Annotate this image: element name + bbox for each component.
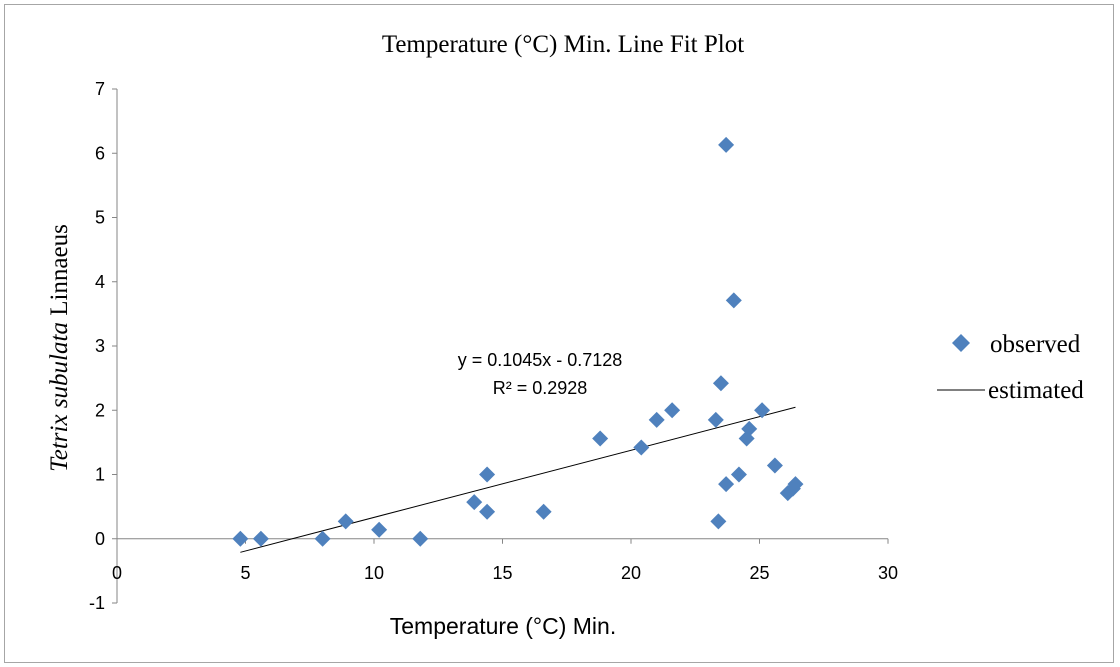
x-tick-label: 10 xyxy=(364,563,384,583)
x-axis-label: Temperature (°C) Min. xyxy=(390,613,616,639)
legend: observed estimated xyxy=(937,331,1084,404)
legend-estimated-label: estimated xyxy=(988,377,1084,404)
y-axis-label-italic: Tetrix subulata xyxy=(46,322,73,472)
data-point xyxy=(725,292,742,309)
data-point xyxy=(741,420,758,437)
trendline xyxy=(240,406,796,553)
y-axis-label: Tetrix subulata Linnaeus xyxy=(46,224,73,472)
r-squared-annotation: R² = 0.2928 xyxy=(493,378,588,398)
data-point xyxy=(412,530,429,547)
x-tick-label: 0 xyxy=(112,563,122,583)
x-tick-label: 15 xyxy=(492,563,512,583)
data-point xyxy=(730,466,747,483)
chart-frame xyxy=(4,4,1114,663)
data-point xyxy=(707,411,724,428)
y-tick-label: 7 xyxy=(95,79,105,99)
equation-annotation: y = 0.1045x - 0.7128 xyxy=(458,350,623,370)
x-tick-label: 30 xyxy=(878,563,898,583)
data-point xyxy=(754,402,771,419)
data-point xyxy=(535,503,552,520)
data-point xyxy=(787,476,804,493)
data-point xyxy=(664,402,681,419)
axes xyxy=(112,88,889,604)
y-tick-label: 3 xyxy=(95,336,105,356)
x-tick-label: 20 xyxy=(621,563,641,583)
data-point xyxy=(633,439,650,456)
data-point xyxy=(466,494,483,511)
data-point xyxy=(314,530,331,547)
y-tick-label: 4 xyxy=(95,272,105,292)
data-point xyxy=(766,457,783,474)
legend-observed-marker xyxy=(952,334,970,352)
data-point xyxy=(718,476,735,493)
trendline-group xyxy=(240,406,796,553)
data-point xyxy=(710,513,727,530)
y-tick-label: 1 xyxy=(95,465,105,485)
data-point xyxy=(592,430,609,447)
data-point xyxy=(232,530,249,547)
data-point xyxy=(337,513,354,530)
data-point xyxy=(479,466,496,483)
data-point xyxy=(718,136,735,153)
y-tick-label: 0 xyxy=(95,529,105,549)
y-tick-label: 2 xyxy=(95,400,105,420)
data-point xyxy=(371,521,388,538)
y-axis-label-rest: Linnaeus xyxy=(46,224,73,322)
data-points xyxy=(232,136,804,547)
tick-labels: -1 0 1 2 3 4 5 6 7 0 5 10 15 20 25 30 xyxy=(89,79,898,613)
y-tick-label: 6 xyxy=(95,143,105,163)
x-tick-label: 5 xyxy=(240,563,250,583)
chart-title: Temperature (°C) Min. Line Fit Plot xyxy=(382,31,744,58)
data-point xyxy=(648,411,665,428)
y-tick-label: -1 xyxy=(89,593,105,613)
legend-observed-label: observed xyxy=(990,331,1081,358)
data-point xyxy=(712,375,729,392)
data-point xyxy=(252,530,269,547)
x-tick-label: 25 xyxy=(749,563,769,583)
y-tick-label: 5 xyxy=(95,208,105,228)
data-point xyxy=(479,503,496,520)
